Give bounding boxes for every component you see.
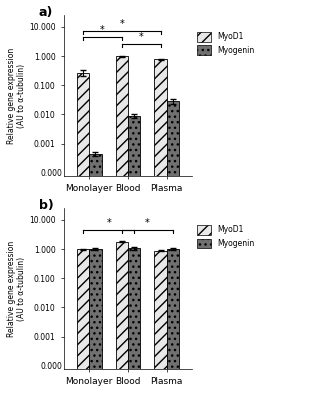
Bar — [167, 101, 179, 393]
Text: *: * — [119, 19, 124, 29]
Text: *: * — [145, 218, 150, 228]
Bar — [167, 249, 179, 393]
Bar — [89, 249, 102, 393]
Text: *: * — [100, 25, 105, 35]
Y-axis label: Relative gene expression
(AU to α-tubulin): Relative gene expression (AU to α-tubuli… — [7, 241, 26, 336]
Bar — [154, 251, 167, 393]
Bar — [154, 59, 167, 393]
Bar — [89, 154, 102, 393]
Text: *: * — [106, 218, 111, 228]
Bar — [128, 116, 140, 393]
Bar — [77, 249, 89, 393]
Y-axis label: Relative gene expression
(AU to α-tubulin): Relative gene expression (AU to α-tubuli… — [7, 47, 26, 143]
Text: *: * — [139, 32, 144, 42]
Text: 0.000: 0.000 — [41, 169, 63, 178]
Bar — [116, 56, 128, 393]
Text: 0.000: 0.000 — [41, 362, 63, 371]
Legend: MyoD1, Myogenin: MyoD1, Myogenin — [197, 225, 254, 248]
Text: b): b) — [38, 198, 53, 211]
Bar — [128, 248, 140, 393]
Bar — [116, 242, 128, 393]
Bar — [77, 73, 89, 393]
Legend: MyoD1, Myogenin: MyoD1, Myogenin — [197, 32, 254, 55]
Text: a): a) — [38, 6, 53, 18]
